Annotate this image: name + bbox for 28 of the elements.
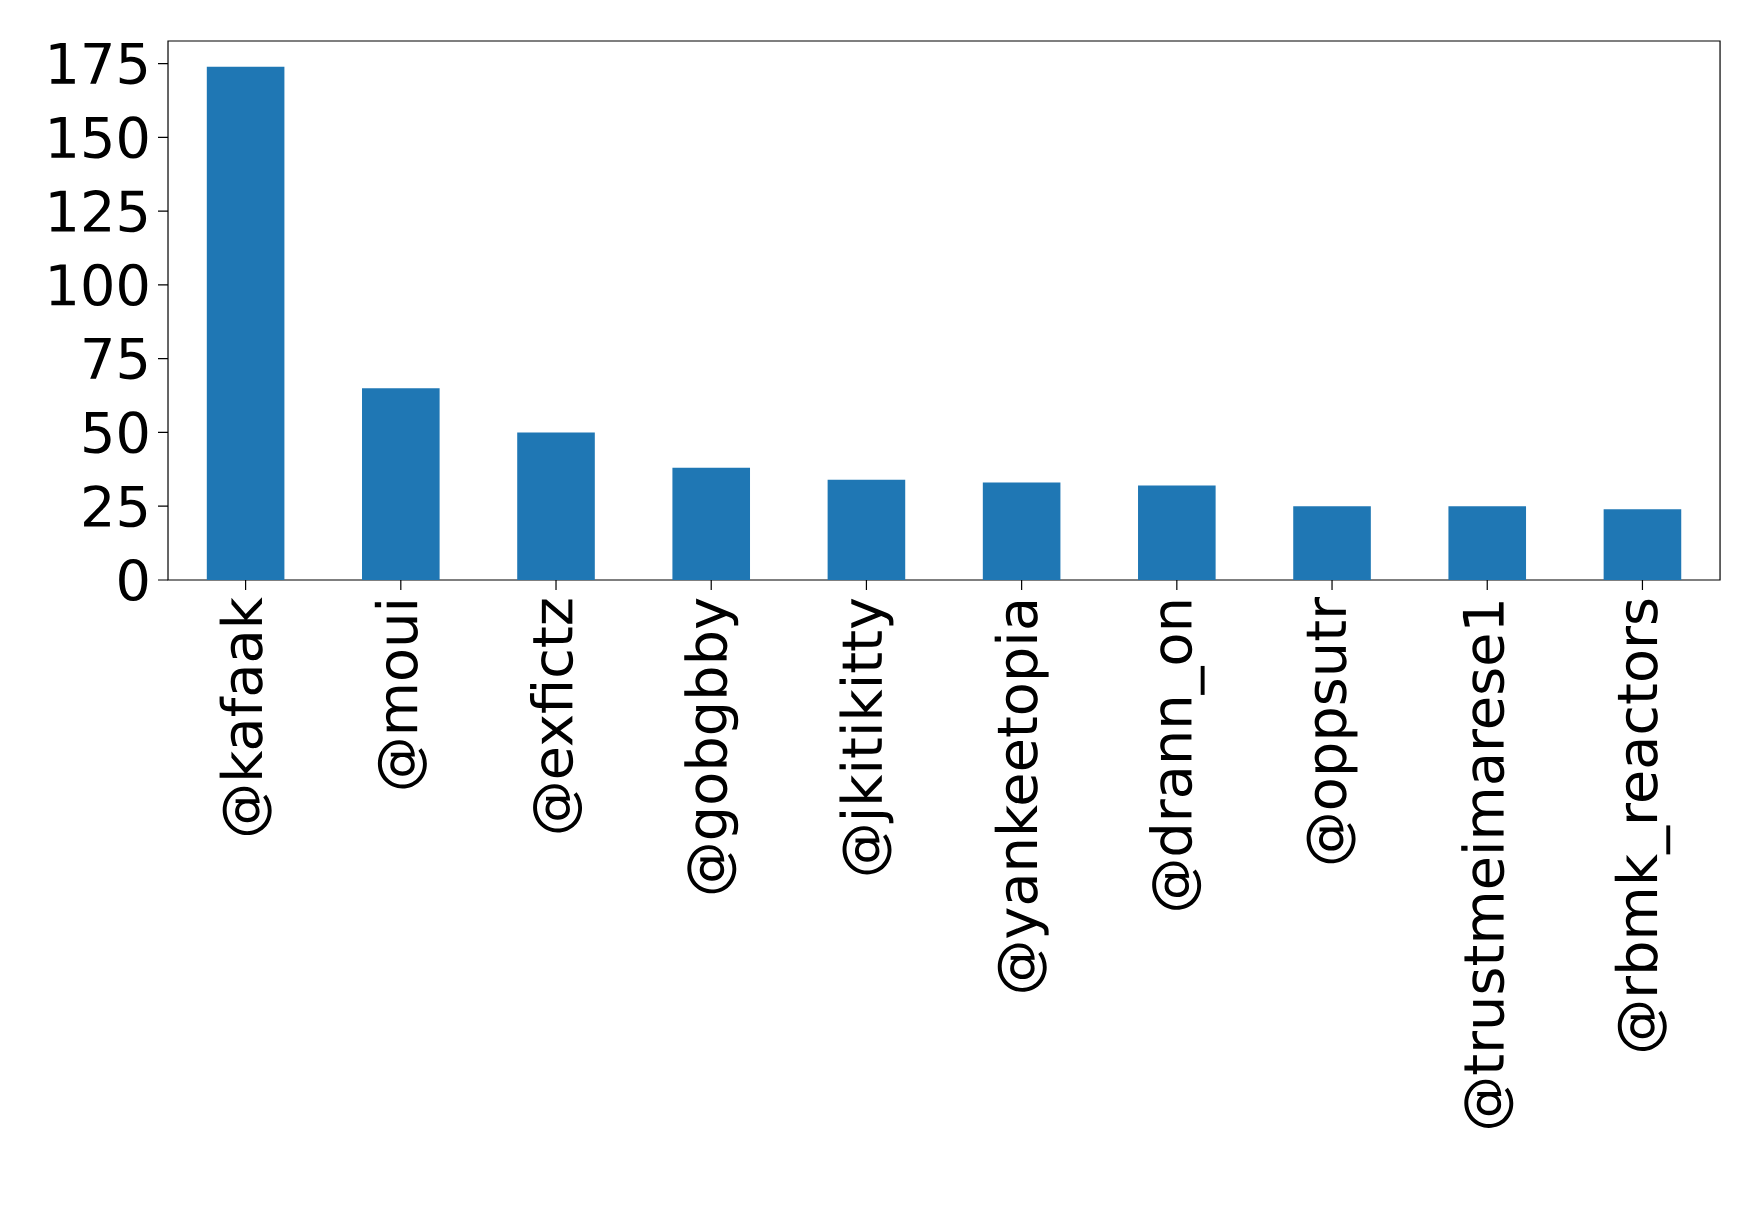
- bar: [517, 432, 595, 580]
- y-tick-label: 25: [84, 485, 147, 528]
- y-tick-label: 75: [84, 338, 147, 380]
- bar: [1293, 506, 1371, 580]
- bar: [362, 388, 440, 580]
- x-tick-label: @moui: [374, 602, 427, 789]
- bar: [206, 66, 285, 580]
- x-tick-label: @yankeetopia: [994, 602, 1049, 992]
- x-tick-label: @rbmk_reactors: [1614, 599, 1671, 1051]
- y-tick-label: 50: [84, 411, 148, 454]
- bar: [1603, 509, 1682, 580]
- x-tick-label: @drann_on: [1149, 601, 1205, 910]
- y-tick-label: 0: [119, 558, 148, 602]
- x-tick-label: @oppsutr: [1306, 596, 1358, 864]
- bar: [1448, 506, 1527, 580]
- x-tick-label: @kafaak: [219, 597, 272, 835]
- y-tick-label: 175: [50, 42, 147, 85]
- x-tick-label: @gobgbby: [684, 598, 739, 894]
- bar: [1138, 485, 1216, 580]
- y-tick-label: 100: [50, 263, 148, 307]
- y-tick-label: 150: [50, 116, 148, 159]
- bar: [827, 479, 906, 580]
- bar: [672, 467, 751, 580]
- x-tick-label: @trustmeimarese1: [1461, 602, 1514, 1128]
- bar: [982, 482, 1061, 580]
- x-tick-label: @jkitikitty: [839, 598, 894, 875]
- y-tick-label: 125: [50, 190, 147, 233]
- x-tick-label: @exfictz: [529, 599, 583, 833]
